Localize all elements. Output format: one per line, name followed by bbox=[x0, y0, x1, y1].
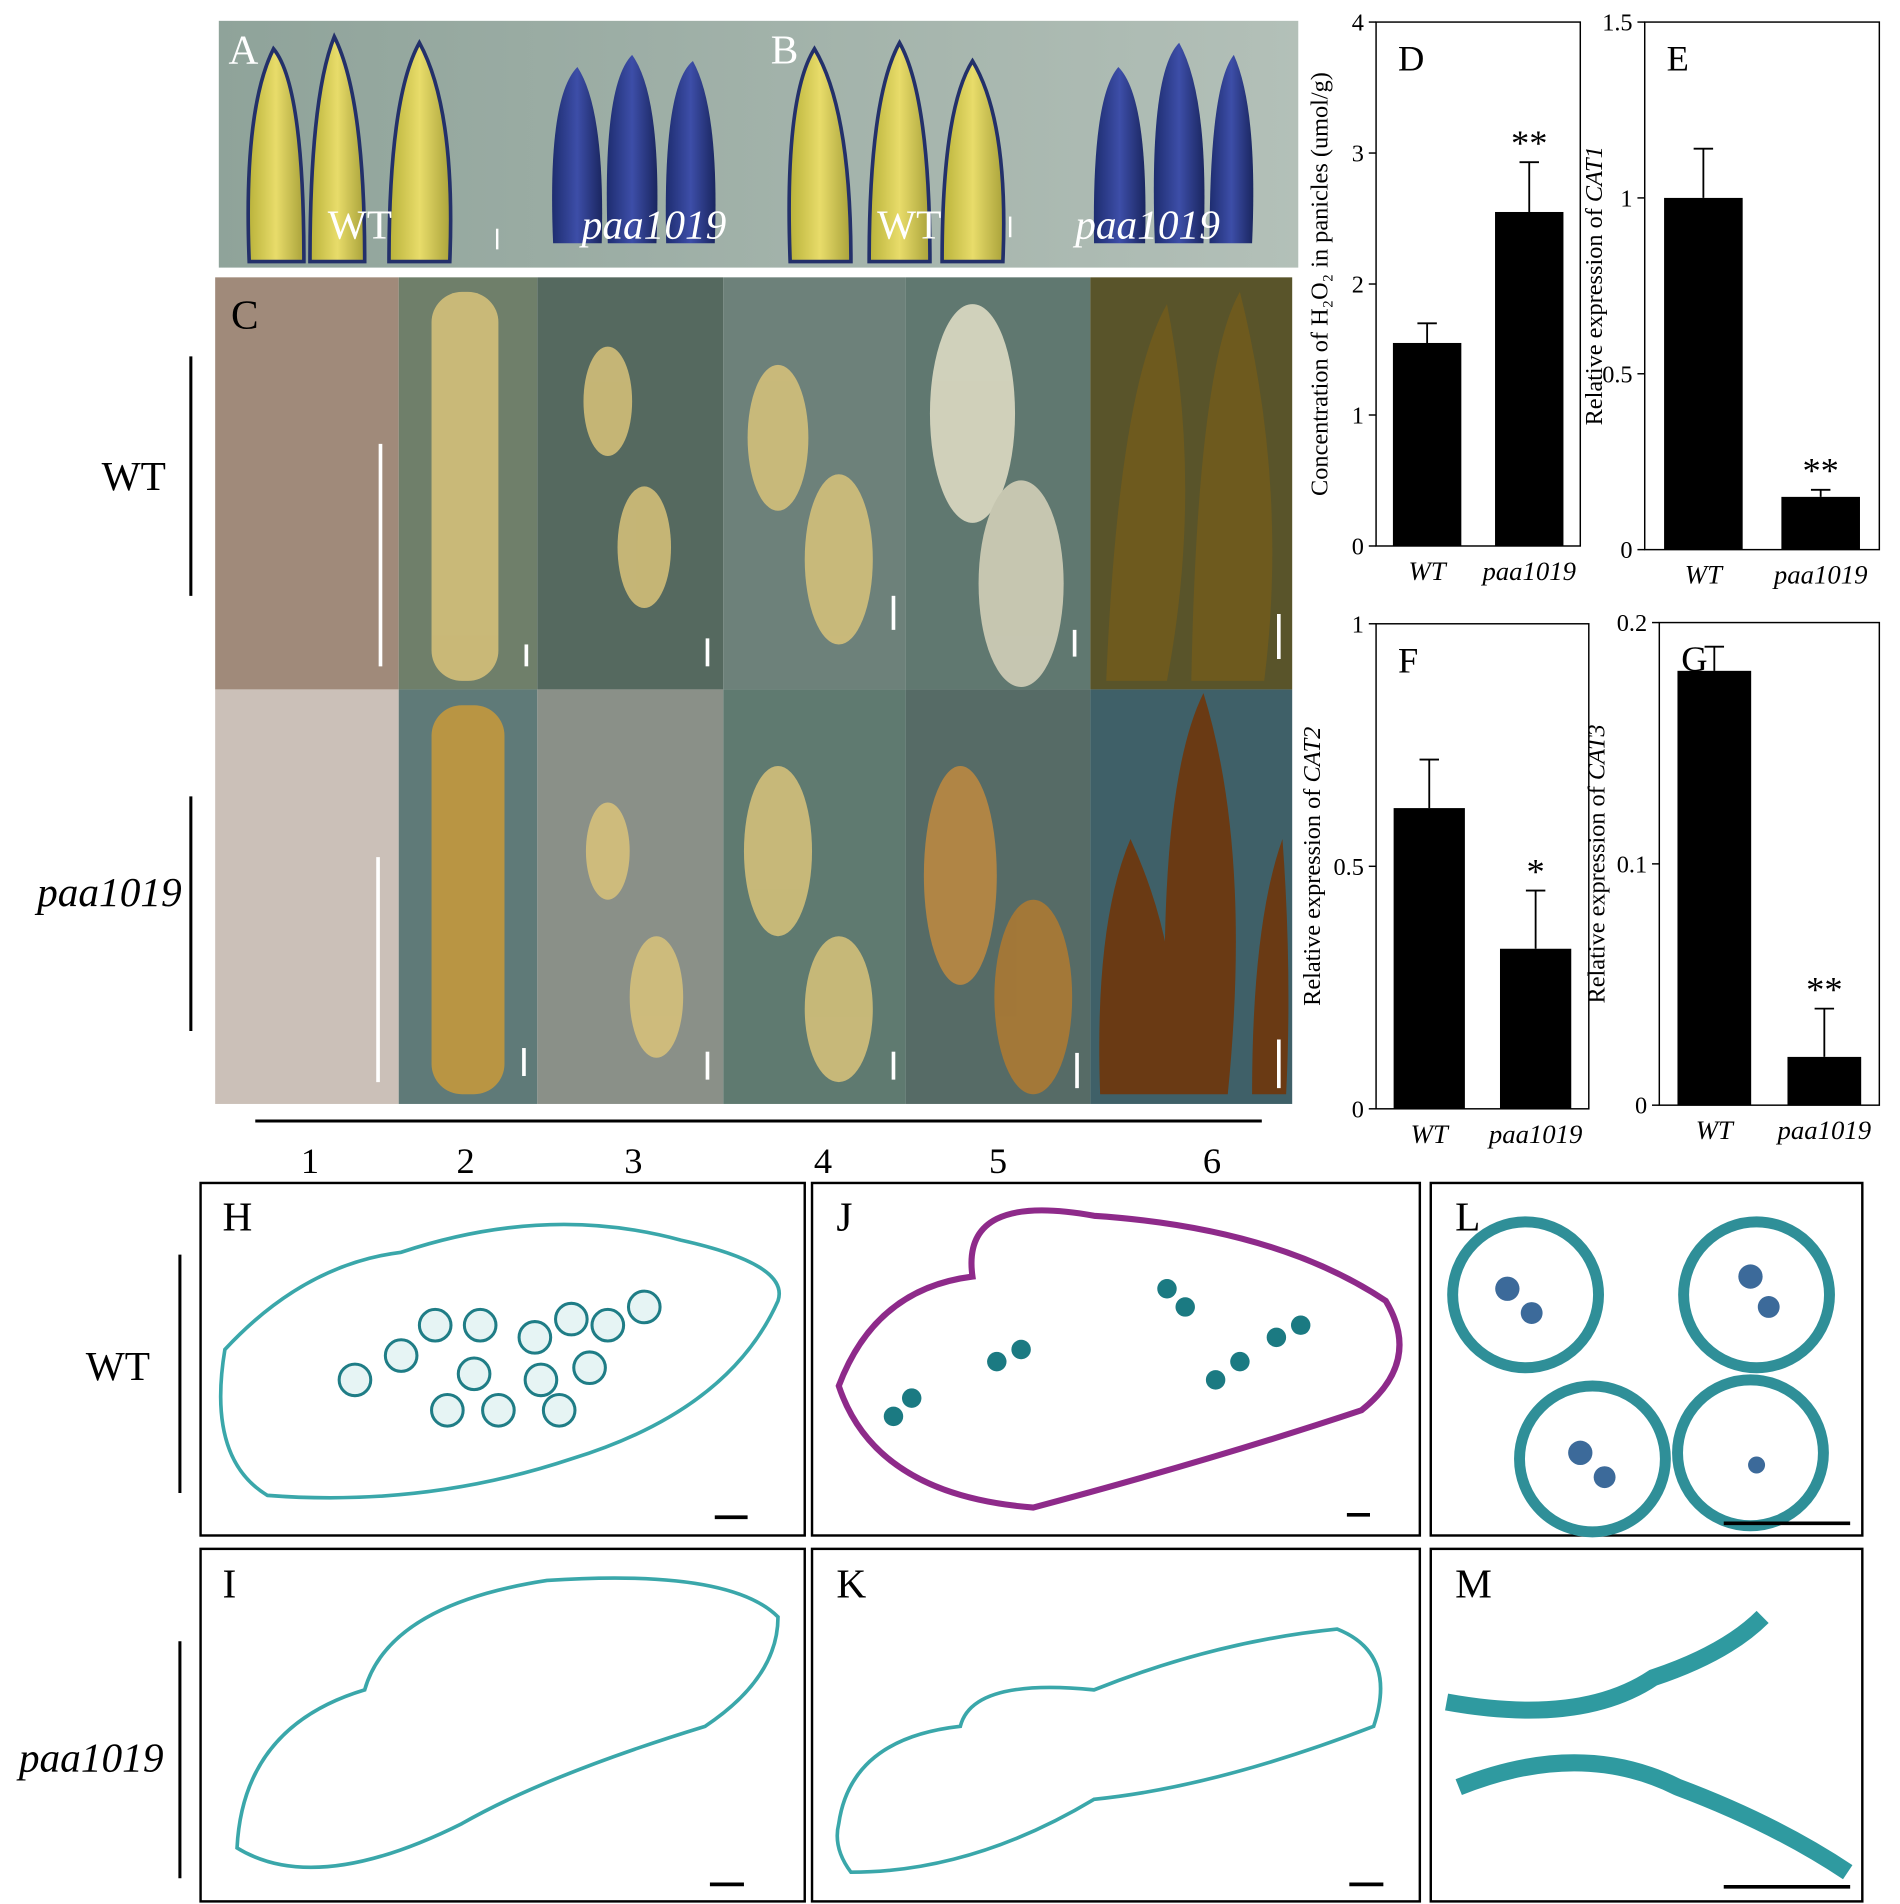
y-tick-label: 0 bbox=[1352, 1096, 1364, 1123]
panel-label: D bbox=[1398, 39, 1424, 79]
y-tick-label: 3 bbox=[1352, 141, 1364, 168]
x-tick-label: WT bbox=[1696, 1115, 1735, 1145]
stage-label: 3 bbox=[624, 1141, 642, 1181]
stage-label: 2 bbox=[456, 1141, 474, 1181]
row-label: WT bbox=[86, 1343, 150, 1389]
row-label: paa1019 bbox=[34, 869, 182, 915]
x-tick-label: WT bbox=[1411, 1119, 1450, 1149]
row-label: WT bbox=[102, 453, 166, 499]
stage-label: 1 bbox=[301, 1141, 319, 1181]
genotype-label: paa1019 bbox=[1072, 201, 1220, 247]
y-axis-label: Relative expression of CAT2 bbox=[1299, 727, 1326, 1006]
panel-c-annotations: WT paa1019 1 2 3 4 5 6 bbox=[34, 356, 1262, 1181]
panels-h-m: H I J K L M WT paa1019 bbox=[16, 1181, 1864, 1903]
bar bbox=[1677, 670, 1752, 1106]
significance: * bbox=[1527, 851, 1545, 891]
panel-label: A bbox=[229, 26, 259, 72]
bar bbox=[1495, 211, 1564, 546]
bar bbox=[1393, 808, 1465, 1109]
y-axis-label-text: Concentration of H₂O₂ in panicles (umol/… bbox=[1306, 72, 1333, 496]
y-tick-label: 0.5 bbox=[1602, 361, 1632, 388]
panel-c-photo: C bbox=[215, 277, 1293, 1104]
bar bbox=[1781, 496, 1860, 550]
panel-label: F bbox=[1398, 640, 1418, 680]
y-axis-label: Relative expression of CAT1 bbox=[1581, 146, 1608, 425]
stage-label: 4 bbox=[814, 1141, 832, 1181]
y-tick-label: 0 bbox=[1352, 533, 1364, 560]
y-axis-label-gene: CAT3 bbox=[1584, 724, 1611, 780]
panel-label: E bbox=[1667, 39, 1689, 79]
y-tick-label: 1 bbox=[1620, 185, 1632, 212]
y-tick-label: 2 bbox=[1352, 272, 1364, 299]
y-tick-label: 1 bbox=[1352, 611, 1364, 638]
row-label: paa1019 bbox=[16, 1734, 164, 1780]
y-axis-label-text: Relative expression of bbox=[1581, 207, 1608, 425]
stage-label: 5 bbox=[989, 1141, 1007, 1181]
panel-label: I bbox=[222, 1560, 236, 1606]
error-bar bbox=[1693, 147, 1714, 198]
error-bar bbox=[1810, 488, 1831, 497]
genotype-label: WT bbox=[328, 201, 392, 247]
significance: ** bbox=[1806, 969, 1842, 1009]
panel-label: M bbox=[1455, 1560, 1492, 1606]
panel-label: G bbox=[1681, 639, 1707, 679]
panel-label: B bbox=[771, 26, 799, 72]
y-tick-label: 0 bbox=[1635, 1093, 1647, 1120]
significance: ** bbox=[1802, 451, 1838, 491]
error-bar bbox=[1814, 1007, 1835, 1057]
y-tick-label: 0.1 bbox=[1617, 851, 1647, 878]
y-axis-label-gene: CAT1 bbox=[1581, 146, 1608, 202]
y-tick-label: 1 bbox=[1352, 403, 1364, 430]
x-tick-label: paa1019 bbox=[1487, 1119, 1583, 1149]
panel-a-b-photo: A B WT paa1019 WT paa1019 bbox=[218, 20, 1299, 268]
x-tick-label: paa1019 bbox=[1480, 556, 1576, 586]
plot-frame bbox=[1643, 21, 1881, 551]
y-tick-label: 1.5 bbox=[1602, 10, 1632, 37]
genotype-label: WT bbox=[877, 201, 941, 247]
chart: 0 0.5 1 WT paa1019 * F Relative expression of CA… bbox=[1299, 611, 1590, 1149]
panel-label: L bbox=[1455, 1193, 1480, 1239]
x-tick-label: paa1019 bbox=[1776, 1115, 1872, 1145]
x-tick-label: WT bbox=[1409, 556, 1448, 586]
x-tick-label: WT bbox=[1685, 560, 1724, 590]
chart: 0 0.5 1 1.5 WT paa1019 ** E Relative expression … bbox=[1581, 10, 1881, 590]
y-axis-label-gene: CAT2 bbox=[1299, 727, 1326, 783]
y-tick-label: 0 bbox=[1620, 537, 1632, 564]
error-bar bbox=[1419, 758, 1439, 809]
bar bbox=[1499, 948, 1572, 1109]
error-bar bbox=[1525, 889, 1546, 949]
x-tick-label: paa1019 bbox=[1772, 560, 1868, 590]
bar bbox=[1392, 342, 1462, 546]
y-tick-label: 0.5 bbox=[1334, 854, 1364, 881]
y-axis-label-text: Relative expression of bbox=[1584, 785, 1611, 1003]
panel-label: K bbox=[836, 1560, 866, 1606]
bar bbox=[1787, 1056, 1862, 1106]
error-bar bbox=[1704, 645, 1725, 671]
error-bar bbox=[1417, 322, 1437, 343]
y-axis-label-text: Relative expression of bbox=[1299, 788, 1326, 1006]
genotype-label: paa1019 bbox=[579, 201, 727, 247]
panel-label: J bbox=[836, 1193, 852, 1239]
chart: 0 0.1 0.2 WT paa1019 ** G Relative expression o… bbox=[1584, 610, 1881, 1145]
panel-label: C bbox=[231, 291, 259, 337]
significance: ** bbox=[1511, 123, 1547, 163]
y-axis-label: Concentration of H₂O₂ in panicles (umol/… bbox=[1306, 72, 1333, 496]
bar bbox=[1664, 197, 1743, 550]
stage-label: 6 bbox=[1203, 1141, 1221, 1181]
chart: 0 1 2 3 4 WT paa1019 ** D Concentration of H₂O₂ i… bbox=[1306, 10, 1582, 586]
error-bar bbox=[1519, 161, 1539, 212]
y-tick-label: 0.2 bbox=[1617, 610, 1647, 637]
y-tick-label: 4 bbox=[1352, 10, 1364, 37]
y-axis-label: Relative expression of CAT3 bbox=[1584, 724, 1611, 1003]
panel-label: H bbox=[222, 1193, 252, 1239]
